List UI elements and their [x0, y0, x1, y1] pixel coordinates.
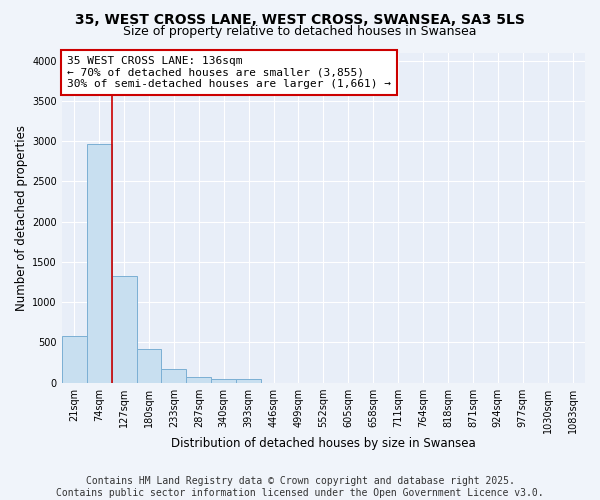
- Text: Contains HM Land Registry data © Crown copyright and database right 2025.
Contai: Contains HM Land Registry data © Crown c…: [56, 476, 544, 498]
- Text: Size of property relative to detached houses in Swansea: Size of property relative to detached ho…: [123, 25, 477, 38]
- X-axis label: Distribution of detached houses by size in Swansea: Distribution of detached houses by size …: [171, 437, 476, 450]
- Bar: [161, 370, 187, 382]
- Bar: [211, 379, 236, 382]
- Bar: [236, 379, 261, 382]
- Bar: [86, 144, 112, 382]
- Bar: [112, 276, 137, 382]
- Text: 35, WEST CROSS LANE, WEST CROSS, SWANSEA, SA3 5LS: 35, WEST CROSS LANE, WEST CROSS, SWANSEA…: [75, 12, 525, 26]
- Bar: [137, 350, 161, 382]
- Y-axis label: Number of detached properties: Number of detached properties: [15, 124, 28, 310]
- Bar: [62, 336, 86, 382]
- Text: 35 WEST CROSS LANE: 136sqm
← 70% of detached houses are smaller (3,855)
30% of s: 35 WEST CROSS LANE: 136sqm ← 70% of deta…: [67, 56, 391, 89]
- Bar: [187, 377, 211, 382]
